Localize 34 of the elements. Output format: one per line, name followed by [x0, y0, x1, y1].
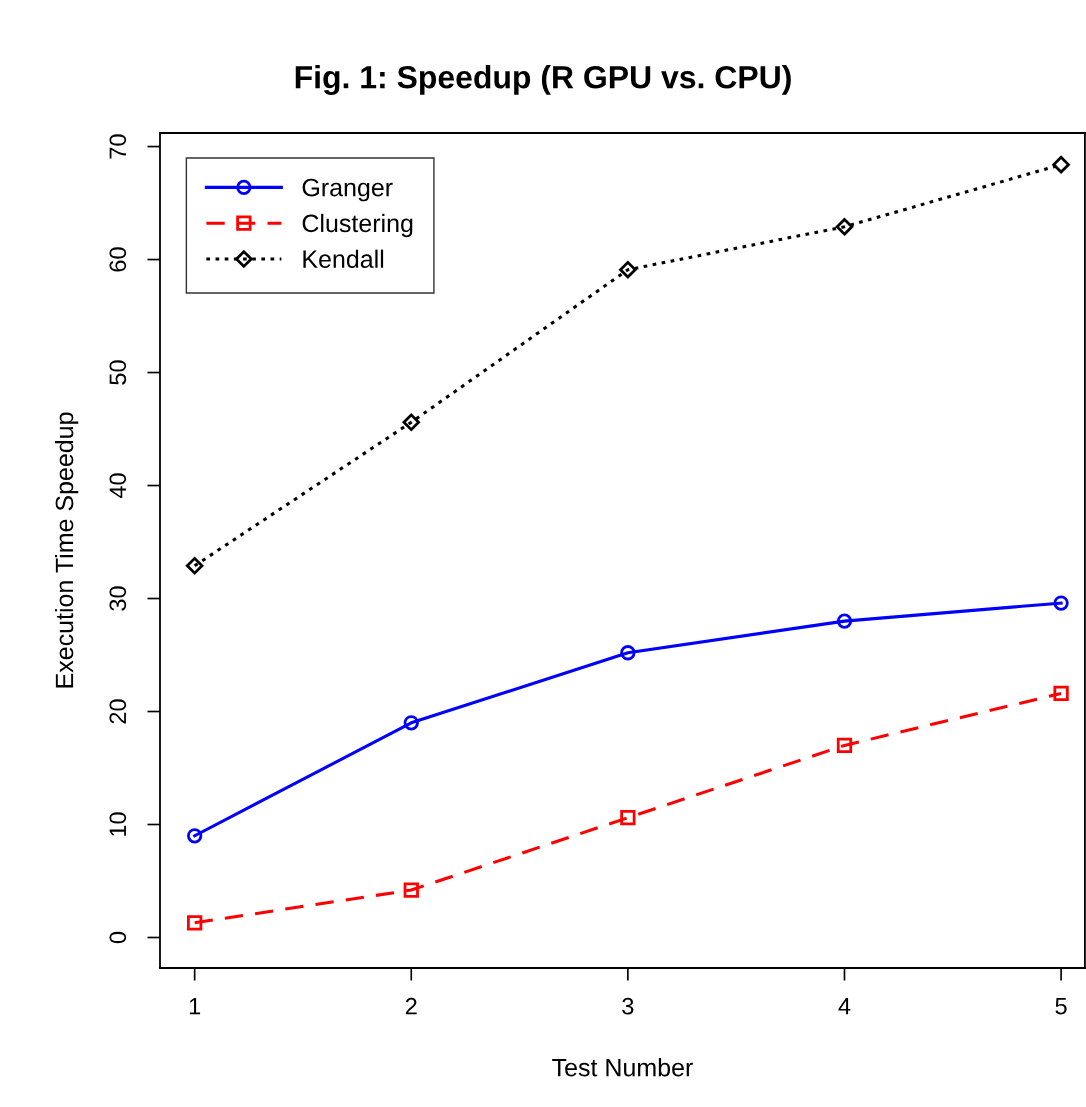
point — [403, 882, 419, 898]
point — [1052, 155, 1070, 174]
point — [620, 810, 636, 826]
y-tick-label: 30 — [109, 586, 127, 611]
x-tick-label: 1 — [189, 998, 201, 1015]
y-tick-label: 20 — [109, 699, 127, 724]
legend-label: Kendall — [303, 249, 384, 268]
chart-title: Fig. 1: Speedup (R GPU vs. CPU) — [295, 65, 791, 95]
point — [1053, 595, 1069, 611]
point — [185, 557, 204, 575]
point — [187, 828, 203, 844]
point — [836, 613, 853, 629]
y-tick-label: 60 — [109, 247, 127, 272]
point — [620, 645, 636, 661]
x-tick-label: 4 — [838, 998, 851, 1015]
point — [619, 260, 637, 279]
point — [402, 413, 421, 432]
y-tick-label: 10 — [109, 812, 127, 836]
legend-label: Clustering — [302, 213, 413, 238]
point — [187, 915, 203, 931]
point — [403, 715, 419, 731]
y-tick-label: 0 — [109, 931, 127, 944]
y-axis-title: Execution Time Speedup — [54, 412, 79, 688]
x-axis-title: Test Number — [552, 1058, 693, 1077]
y-tick-label: 40 — [109, 473, 127, 499]
y-tick-label: 50 — [109, 360, 127, 385]
point — [836, 737, 853, 754]
legend-label: Granger — [302, 178, 393, 202]
x-tick-label: 2 — [405, 997, 417, 1015]
x-tick-label: 3 — [622, 997, 634, 1015]
point — [1053, 685, 1069, 702]
y-tick-label: 70 — [109, 134, 127, 159]
point — [835, 218, 854, 236]
x-tick-label: 5 — [1055, 998, 1067, 1015]
